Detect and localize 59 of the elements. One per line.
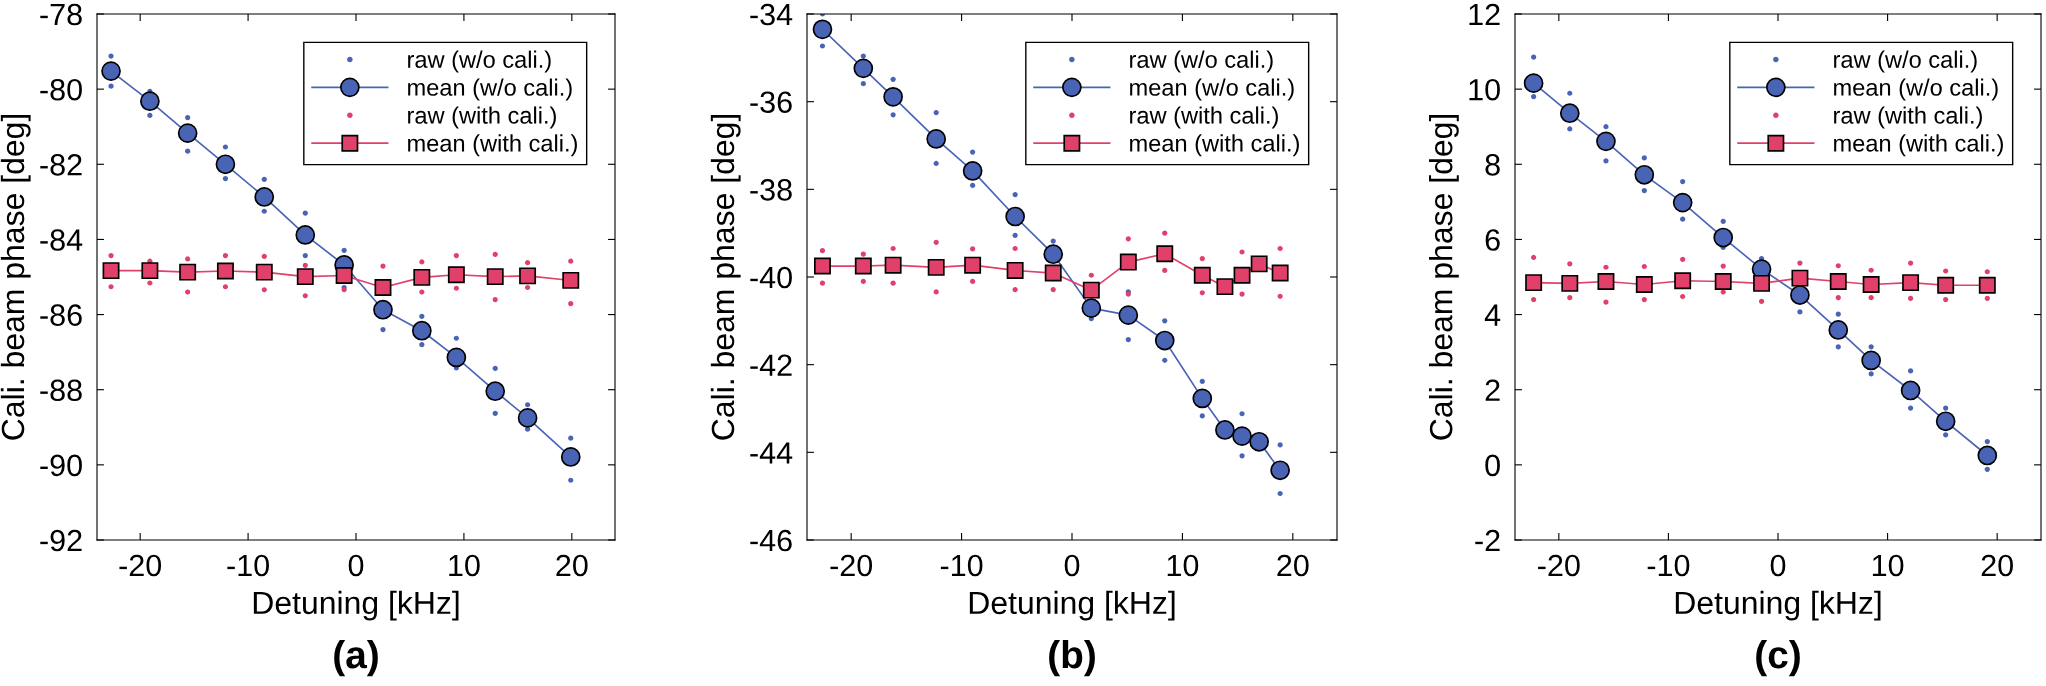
legend-label: raw (with cali.) xyxy=(408,106,556,129)
text: (a) xyxy=(334,639,378,677)
x-tick-label: -10 xyxy=(1647,554,1690,577)
y-tick-label: 8 xyxy=(1485,154,1500,176)
y-tick-label: -36 xyxy=(750,91,792,114)
text: (b) xyxy=(1049,639,1095,677)
x-tick-label: 10 xyxy=(1872,554,1904,577)
legend-label: mean (w/o cali.) xyxy=(408,78,572,101)
x-tick-label: 20 xyxy=(1981,554,2013,577)
y-tick-label: -46 xyxy=(750,529,792,552)
x-tick-label: -10 xyxy=(940,554,983,577)
x-axis-title: Detuning [kHz] xyxy=(253,590,459,621)
y-tick-label: 4 xyxy=(1484,304,1501,326)
y-tick-label: -78 xyxy=(40,3,82,26)
y-tick-label: 0 xyxy=(1485,454,1500,477)
legend-label: raw (with cali.) xyxy=(1130,106,1278,129)
legend-label: mean (w/o cali.) xyxy=(1130,78,1294,101)
legend-label: raw (w/o cali.) xyxy=(408,50,551,73)
x-axis-title: Detuning [kHz] xyxy=(969,590,1175,621)
x-tick-label: -10 xyxy=(227,554,269,577)
x-axis-title: Detuning [kHz] xyxy=(1675,590,1881,621)
y-tick-label: -34 xyxy=(750,3,793,26)
x-tick-label: 10 xyxy=(1167,554,1199,577)
y-tick-label: -42 xyxy=(750,354,792,376)
y-axis-title: Cali. beam phase [deg] xyxy=(0,115,31,440)
y-tick-label: -88 xyxy=(40,379,82,402)
text: (c) xyxy=(1756,639,1800,677)
x-tick-label: 0 xyxy=(1770,554,1786,577)
x-tick-label: 20 xyxy=(556,554,588,577)
legend-label: mean (with cali.) xyxy=(1130,134,1299,157)
y-tick-label: -2 xyxy=(1475,529,1500,552)
y-tick-label: 12 xyxy=(1469,3,1500,26)
y-axis-title: Cali. beam phase [deg] xyxy=(710,115,741,440)
y-tick-label: -80 xyxy=(40,78,82,101)
y-tick-label: -86 xyxy=(40,304,82,326)
y-tick-label: -38 xyxy=(750,179,792,201)
legend-label: raw (with cali.) xyxy=(1834,106,1982,129)
y-tick-label: -84 xyxy=(40,229,83,251)
legend-label: mean (w/o cali.) xyxy=(1834,78,1998,101)
y-tick-label: 6 xyxy=(1485,229,1500,251)
y-tick-label: 10 xyxy=(1469,78,1500,101)
y-axis-title: Cali. beam phase [deg] xyxy=(1429,115,1459,440)
y-tick-label: 2 xyxy=(1485,379,1500,401)
x-tick-label: 0 xyxy=(348,554,364,577)
legend-label: mean (with cali.) xyxy=(1834,134,2003,157)
y-tick-label: -92 xyxy=(40,529,82,552)
y-tick-label: -40 xyxy=(750,266,792,289)
x-tick-label: 20 xyxy=(1277,554,1309,577)
legend-label: raw (w/o cali.) xyxy=(1834,50,1977,73)
legend-label: mean (with cali.) xyxy=(408,134,577,157)
x-tick-label: -20 xyxy=(830,554,873,577)
x-tick-label: -20 xyxy=(119,554,162,577)
x-tick-label: 0 xyxy=(1064,554,1080,577)
x-tick-label: -20 xyxy=(1538,554,1580,577)
y-tick-label: -90 xyxy=(40,454,82,477)
legend-label: raw (w/o cali.) xyxy=(1130,50,1273,73)
x-tick-label: 10 xyxy=(449,554,480,577)
y-tick-label: -82 xyxy=(40,154,82,176)
y-tick-label: -44 xyxy=(750,442,793,464)
